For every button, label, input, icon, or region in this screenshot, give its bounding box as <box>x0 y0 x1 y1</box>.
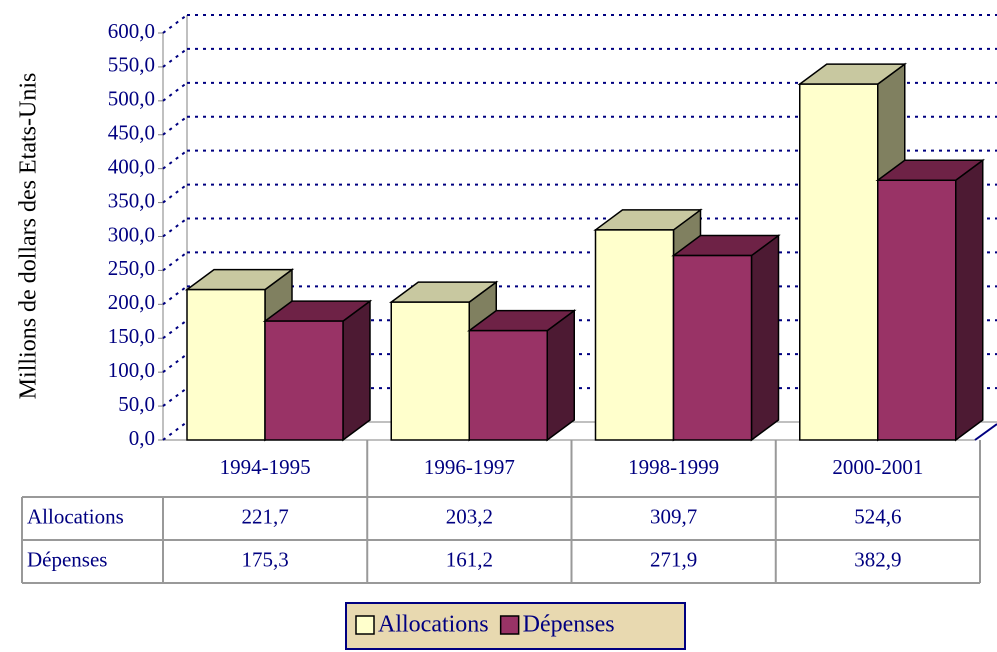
y-tick-label: 100,0 <box>108 358 155 382</box>
grid-line-side <box>162 149 188 170</box>
grid-line-side <box>162 387 188 407</box>
y-tick-label: 0,0 <box>129 426 155 450</box>
x-tick-label: 1994-1995 <box>220 455 311 479</box>
y-axis-label: Millions de dollars des Etats-Unis <box>16 73 42 400</box>
table-value: 203,2 <box>446 504 493 528</box>
table-value: 382,9 <box>854 547 901 571</box>
floor-right <box>974 423 997 441</box>
x-tick-label: 1998-1999 <box>628 455 719 479</box>
bar-side <box>955 158 984 442</box>
bar <box>672 254 753 441</box>
grid-line-side <box>162 217 188 238</box>
table-value: 161,2 <box>446 547 493 571</box>
grid-line-side <box>162 285 188 306</box>
y-tick-label: 450,0 <box>108 121 155 145</box>
bar <box>264 320 344 441</box>
bar <box>186 288 266 441</box>
y-tick-label: 200,0 <box>108 290 155 314</box>
bar-side <box>546 309 575 442</box>
x-tick-label: 1996-1997 <box>424 455 515 479</box>
table-value: 221,7 <box>242 504 289 528</box>
y-tick-label: 400,0 <box>108 154 155 178</box>
table-value: 309,7 <box>650 504 697 528</box>
legend-label: Allocations <box>378 612 489 638</box>
y-tick-label: 350,0 <box>108 188 155 212</box>
bar <box>468 329 548 441</box>
x-tick-label: 2000-2001 <box>832 455 923 479</box>
legend-swatch <box>355 615 375 635</box>
bar <box>390 301 470 441</box>
y-tick-label: 250,0 <box>108 256 155 280</box>
bar-side <box>750 234 780 442</box>
grid-line-side <box>162 115 188 136</box>
legend-label: Dépenses <box>523 612 615 638</box>
y-tick-label: 300,0 <box>108 222 155 246</box>
grid-line-side <box>162 183 188 204</box>
table-value: 175,3 <box>242 547 289 571</box>
grid-line-side <box>162 353 188 373</box>
y-tick-label: 50,0 <box>118 392 155 416</box>
bar <box>877 179 957 441</box>
bar <box>594 229 675 441</box>
legend-swatch <box>499 615 520 635</box>
table-row-label: Allocations <box>27 504 124 528</box>
table-value: 524,6 <box>854 504 901 528</box>
grid-line-side <box>162 82 188 102</box>
grid-line-side <box>162 251 188 272</box>
grid-line-side <box>162 319 188 340</box>
grid-line-side <box>162 14 188 34</box>
y-tick-label: 600,0 <box>108 19 155 43</box>
y-tick-label: 500,0 <box>108 87 155 111</box>
y-tick-label: 550,0 <box>108 53 155 77</box>
bar-side <box>342 299 371 442</box>
table-value: 271,9 <box>650 547 697 571</box>
y-tick-label: 150,0 <box>108 324 155 348</box>
grid-line-side <box>162 48 188 68</box>
grid-line-side <box>162 421 188 441</box>
bar <box>799 83 879 441</box>
table-row-label: Dépenses <box>27 547 107 571</box>
